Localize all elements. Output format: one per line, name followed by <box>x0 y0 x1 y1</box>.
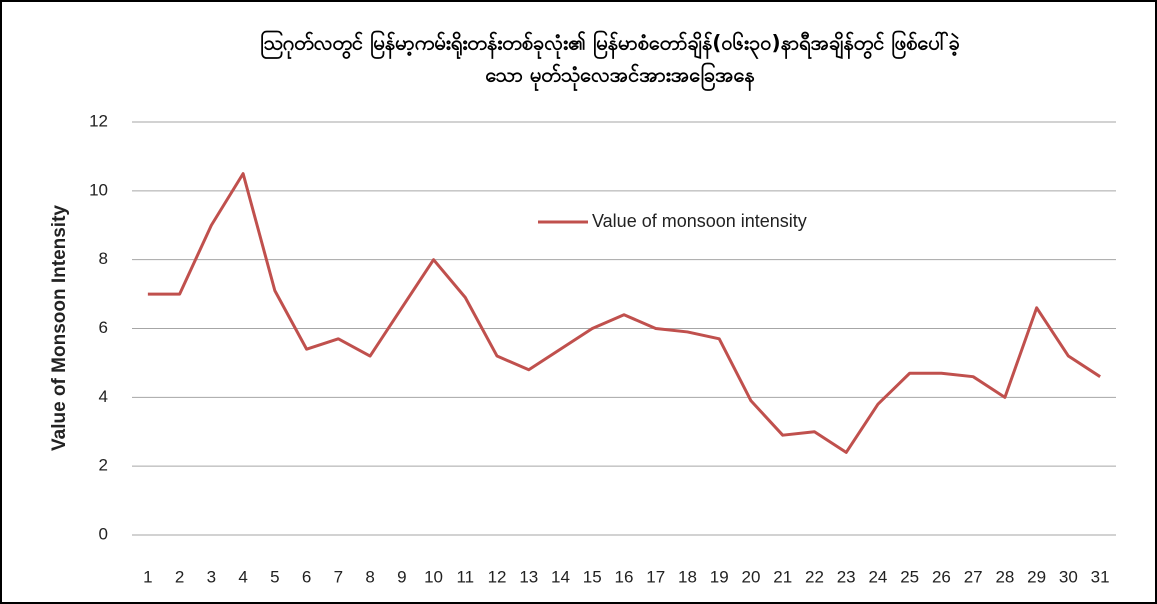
x-tick-label: 13 <box>519 567 538 586</box>
x-tick-label: 23 <box>837 567 856 586</box>
x-tick-label: 10 <box>424 567 443 586</box>
x-tick-label: 22 <box>805 567 824 586</box>
x-tick-label: 17 <box>646 567 665 586</box>
x-tick-label: 3 <box>207 567 216 586</box>
x-tick-label: 7 <box>334 567 343 586</box>
x-tick-label: 15 <box>583 567 602 586</box>
x-tick-label: 12 <box>488 567 507 586</box>
x-tick-label: 31 <box>1091 567 1110 586</box>
y-tick-label: 12 <box>89 111 108 130</box>
line <box>147 172 1101 454</box>
x-tick-label: 18 <box>678 567 697 586</box>
x-tick-label: 26 <box>932 567 951 586</box>
x-tick-label: 27 <box>964 567 983 586</box>
x-tick-label: 4 <box>238 567 247 586</box>
x-tick-label: 6 <box>302 567 311 586</box>
x-tick-label: 2 <box>175 567 184 586</box>
x-tick-label: 11 <box>456 567 474 586</box>
x-tick-label: 30 <box>1059 567 1078 586</box>
x-tick-label: 28 <box>995 567 1014 586</box>
y-tick-label: 0 <box>99 524 108 543</box>
x-tick-label: 19 <box>710 567 729 586</box>
x-tick-label: 9 <box>397 567 406 586</box>
x-tick-label: 29 <box>1027 567 1046 586</box>
y-tick-label: 8 <box>99 249 108 268</box>
x-tick-label: 14 <box>551 567 570 586</box>
y-tick-label: 6 <box>99 318 108 337</box>
y-tick-label: 10 <box>89 180 108 199</box>
legend-label: Value of monsoon intensity <box>592 211 807 231</box>
x-tick-label: 1 <box>143 567 152 586</box>
x-tick-label: 5 <box>270 567 279 586</box>
x-tick-label: 25 <box>900 567 919 586</box>
x-tick-label: 21 <box>773 567 792 586</box>
y-axis-label: Value of Monsoon Intensity <box>49 205 70 451</box>
y-tick-label: 2 <box>99 456 108 475</box>
y-tick-label: 4 <box>99 387 108 406</box>
x-tick-label: 8 <box>365 567 374 586</box>
x-tick-label: 20 <box>742 567 761 586</box>
x-tick-label: 24 <box>868 567 887 586</box>
x-tick-label: 16 <box>615 567 634 586</box>
